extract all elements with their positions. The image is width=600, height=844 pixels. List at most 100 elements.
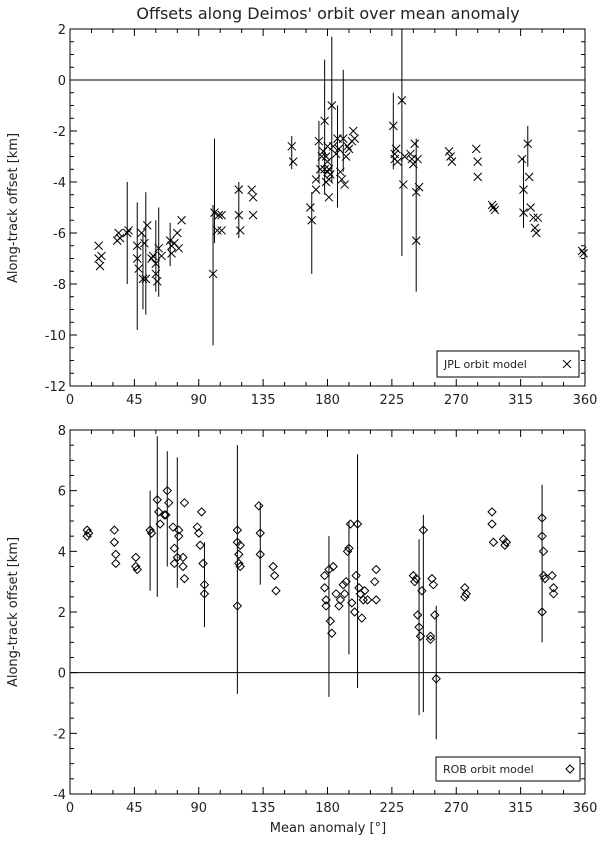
jpl-data-point bbox=[320, 116, 329, 126]
jpl-data-point bbox=[344, 144, 354, 154]
rob-data-point bbox=[430, 610, 440, 620]
rob-data-point bbox=[331, 589, 341, 599]
rob-data-point bbox=[232, 525, 243, 535]
jpl-data-point bbox=[114, 228, 123, 238]
rob-data-point bbox=[351, 570, 361, 581]
jpl-data-point bbox=[212, 226, 222, 235]
rob-data-point bbox=[325, 616, 336, 626]
jpl-x-tick-label: 315 bbox=[508, 393, 533, 408]
jpl-data-point bbox=[340, 180, 350, 189]
rob-x-tick-label: 180 bbox=[315, 801, 340, 816]
jpl-data-point bbox=[248, 192, 258, 202]
jpl-data-point bbox=[410, 139, 420, 149]
jpl-data-point bbox=[447, 157, 457, 166]
rob-data-point bbox=[548, 583, 559, 593]
rob-data-point bbox=[321, 595, 331, 605]
jpl-data-point bbox=[398, 180, 408, 189]
jpl-data-point bbox=[132, 241, 142, 251]
jpl-data-point bbox=[154, 243, 164, 253]
jpl-data-point bbox=[391, 144, 401, 154]
jpl-data-point bbox=[348, 126, 358, 136]
rob-data-point bbox=[109, 525, 120, 535]
jpl-legend-label: JPL orbit model bbox=[443, 358, 527, 371]
jpl-data-point bbox=[324, 164, 334, 174]
rob-data-point bbox=[431, 674, 441, 684]
jpl-y-tick-label: -4 bbox=[53, 176, 66, 191]
jpl-data-point bbox=[336, 167, 345, 177]
rob-legend-symbol bbox=[565, 764, 575, 774]
jpl-data-point bbox=[151, 269, 161, 279]
jpl-x-tick-label: 135 bbox=[251, 393, 276, 408]
jpl-data-point bbox=[328, 141, 338, 151]
jpl-data-point bbox=[288, 157, 298, 166]
rob-data-point bbox=[319, 583, 330, 593]
rob-y-tick-label: 8 bbox=[58, 424, 66, 439]
jpl-data-point bbox=[324, 175, 334, 184]
rob-legend-box bbox=[435, 756, 581, 782]
jpl-data-point bbox=[523, 139, 533, 149]
jpl-y-axis-label: Along-track offset [km] bbox=[6, 133, 21, 283]
rob-y-tick-label: -4 bbox=[53, 788, 66, 803]
jpl-data-point bbox=[214, 210, 224, 220]
rob-data-point bbox=[339, 589, 350, 599]
jpl-data-point bbox=[343, 141, 352, 151]
rob-data-point bbox=[537, 513, 547, 523]
rob-data-point bbox=[179, 573, 190, 584]
jpl-data-point bbox=[473, 172, 483, 182]
rob-plot-frame bbox=[69, 429, 586, 795]
rob-data-point bbox=[328, 561, 338, 572]
rob-data-point bbox=[425, 634, 436, 645]
rob-data-point bbox=[349, 607, 360, 617]
rob-data-point bbox=[334, 601, 344, 611]
jpl-data-point bbox=[388, 121, 398, 131]
rob-data-point bbox=[428, 579, 439, 590]
rob-data-point bbox=[235, 540, 245, 550]
jpl-data-point bbox=[338, 134, 348, 144]
rob-data-point bbox=[321, 601, 331, 611]
jpl-data-point bbox=[138, 274, 148, 284]
jpl-data-point bbox=[235, 226, 245, 235]
rob-data-point bbox=[487, 519, 497, 529]
jpl-data-point bbox=[141, 274, 151, 284]
rob-data-point bbox=[417, 586, 427, 596]
jpl-y-tick-label: -10 bbox=[45, 329, 66, 344]
rob-data-point bbox=[131, 561, 141, 572]
jpl-data-point bbox=[489, 203, 498, 212]
jpl-data-point bbox=[487, 200, 497, 210]
jpl-data-point bbox=[137, 228, 146, 238]
jpl-data-point bbox=[350, 134, 360, 144]
jpl-data-point bbox=[157, 251, 166, 261]
rob-data-point bbox=[153, 507, 164, 517]
rob-data-point bbox=[425, 631, 436, 641]
jpl-data-point bbox=[148, 251, 158, 261]
rob-data-point bbox=[412, 610, 423, 620]
jpl-x-tick-label: 225 bbox=[379, 393, 404, 408]
jpl-data-point bbox=[397, 96, 407, 105]
jpl-data-point bbox=[142, 220, 152, 230]
jpl-data-point bbox=[248, 210, 258, 220]
rob-data-point bbox=[335, 595, 346, 605]
rob-data-point bbox=[155, 519, 165, 529]
jpl-legend-symbol bbox=[562, 359, 572, 369]
rob-y-axis-label: Along-track offset [km] bbox=[6, 537, 21, 687]
rob-data-point bbox=[352, 519, 363, 529]
x-marker-icon bbox=[562, 359, 572, 369]
jpl-data-point bbox=[519, 208, 528, 217]
jpl-data-point bbox=[393, 157, 402, 166]
rob-data-point bbox=[109, 537, 120, 547]
rob-data-point bbox=[501, 537, 512, 547]
jpl-data-point bbox=[526, 203, 535, 212]
jpl-data-point bbox=[94, 241, 103, 251]
rob-data-point bbox=[196, 507, 207, 517]
jpl-y-tick-label: -12 bbox=[45, 380, 66, 395]
jpl-data-point bbox=[210, 208, 219, 217]
rob-data-point bbox=[145, 525, 155, 535]
jpl-legend-box bbox=[436, 350, 580, 378]
rob-data-point bbox=[362, 595, 373, 605]
jpl-data-point bbox=[311, 185, 321, 195]
rob-data-point bbox=[357, 613, 367, 623]
jpl-data-point bbox=[247, 185, 257, 195]
jpl-data-point bbox=[147, 254, 156, 263]
jpl-data-point bbox=[321, 152, 331, 161]
jpl-data-point bbox=[208, 269, 218, 279]
